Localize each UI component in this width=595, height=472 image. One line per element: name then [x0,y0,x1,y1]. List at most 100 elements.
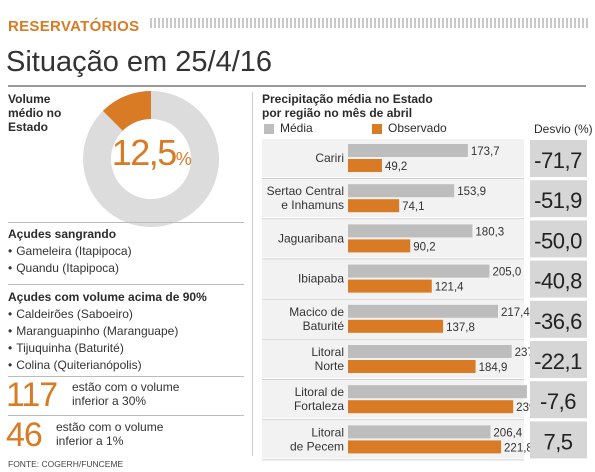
header-divider [8,85,586,87]
volume-value-number: 12,5 [111,132,178,173]
category-label: Litoral [311,345,344,359]
bar-media [348,425,491,439]
bar-media-label: 153,9 [457,186,486,198]
acima90-title: Açudes com volume acima de 90% [8,290,207,304]
bar-media-label: 206,4 [493,427,522,439]
category-label: Sertao Central [267,184,344,198]
bar-observado [348,199,400,213]
desvio-value: -50,0 [534,228,582,253]
desvio-box [530,381,587,419]
chart-row: Jaguaribana 180,3 90,2 -50,0 [262,219,587,260]
bar-observado [348,279,432,293]
bar-observado-label: 121,4 [435,282,464,294]
sangrando-item: Gameleira (Itapipoca) [8,244,131,258]
sangrando-title: Açudes sangrando [8,227,117,241]
page-title: Situação em 25/4/16 [6,46,273,78]
volume-value: 12,5% [82,132,220,174]
category-label: Norte [315,359,345,373]
desvio-box [530,140,587,177]
category-label: Fortaleza [294,399,344,413]
desvio-box [530,180,587,218]
section-separator [8,284,244,285]
bar-media [348,224,473,238]
category-label: Cariri [315,151,344,165]
bar-media [348,144,468,157]
stat-note-30: estão com o volume inferior a 30% [72,380,179,408]
category-label: de Pecem [290,439,344,453]
bar-media-label: 205,0 [492,267,521,279]
donut-segment-volume [102,91,152,132]
bar-observado-label: 137,8 [446,322,475,334]
bar-media [348,385,527,399]
bar-media-label: 173,7 [471,146,500,158]
legend-swatch-observado [372,124,382,134]
legend-label-media: Média [280,121,313,135]
volume-label: Volume médio no Estado [8,92,78,134]
header-rule [150,18,590,28]
desvio-value: -7,6 [540,389,576,414]
chart-title-line: Precipitação média no Estado [262,92,433,106]
desvio-box [530,421,587,459]
acima90-item: Tijuquinha (Baturité) [8,341,124,355]
desvio-value: -71,7 [534,148,582,173]
bar-media [348,345,512,358]
category-label: Baturité [303,319,345,333]
stat-note-line: inferior a 30% [72,394,147,408]
legend-label-observado: Observado [388,121,447,135]
sangrando-item: Quandu (Itapipoca) [8,261,119,275]
stat-note-line: estão com o volume [72,380,180,394]
chart-title-line: por região no mês de abril [262,106,413,120]
stat-number-1: 46 [6,416,43,454]
chart-row: Cariri 173,7 49,2 -71,7 [262,139,587,179]
volume-label-line: Estado [8,120,49,134]
desvio-value: -51,9 [534,188,582,213]
stat-number-30: 117 [6,376,58,414]
desvio-box [530,260,587,298]
chart-title: Precipitação média no Estado por região … [262,92,433,120]
bar-media [348,304,499,318]
desvio-value: -22,1 [534,349,582,374]
bar-observado-label: 74,1 [402,201,424,213]
bar-media-label: 217,4 [501,307,530,319]
bar-observado-label: 221,8 [504,442,533,454]
bar-media-label: 180,3 [475,226,504,238]
bar-media [348,264,490,278]
bar-observado [348,319,444,333]
chart-row: Litoral deFortaleza259,3239,4-7,6 [262,380,587,421]
volume-value-unit: % [175,149,192,169]
acima90-item: Maranguapinho (Maranguape) [8,324,178,338]
category-label: Litoral de [295,385,345,399]
section-separator [8,222,244,223]
desvio-value: 7,5 [543,429,572,454]
desvio-value: -36,6 [534,309,582,334]
bar-observado-label: 184,9 [479,362,508,374]
desvio-box [530,220,587,258]
category-label: Macico de [289,305,344,319]
category-label: Litoral [311,425,344,439]
legend-swatch-media [264,124,274,134]
bar-observado-label: 49,2 [385,161,407,173]
bar-observado [348,239,411,253]
section-separator [8,415,244,416]
volume-donut-chart [83,91,219,227]
kicker: RESERVATÓRIOS [8,18,140,35]
stat-note-line: inferior a 1% [56,434,124,448]
category-label: e Inhamuns [281,198,344,212]
category-label: Jaguaribana [278,231,344,245]
section-separator [8,376,244,377]
volume-label-line: médio no [8,106,62,120]
stat-note-1: estão com o volume inferior a 1% [56,420,163,448]
chart-row: Ibiapaba 205,0 121,4 -40,8 [262,259,587,300]
category-label: Ibiapaba [298,272,344,286]
desvio-box [530,341,587,378]
bar-observado [348,440,502,454]
bar-observado [348,400,514,414]
acima90-item: Caldeirões (Saboeiro) [8,307,133,321]
desvio-box [530,300,587,338]
desvio-value: -40,8 [534,269,582,294]
